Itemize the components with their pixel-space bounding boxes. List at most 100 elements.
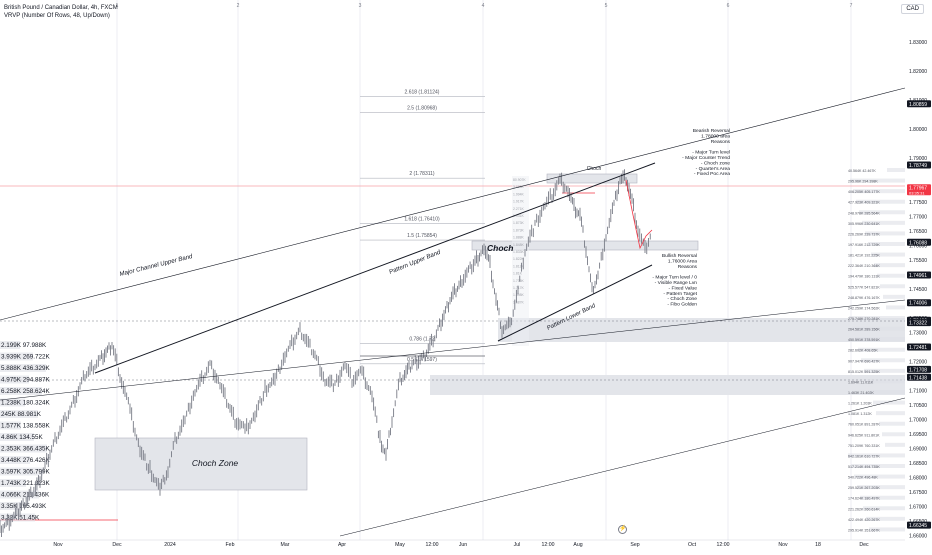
vp-bar	[860, 495, 905, 500]
bearish-note-line: - Major Turn level	[692, 150, 730, 156]
vp-label: 222.364K 210.364K	[848, 264, 880, 268]
vp-bar	[869, 527, 905, 532]
fib-label: 1.5 (1.75854)	[407, 233, 437, 239]
price-badge	[907, 299, 931, 307]
choch-label: Choch	[487, 243, 513, 253]
vp-bar	[859, 210, 905, 215]
vp-bar	[879, 421, 905, 426]
vp-label: 226.269K 239.737K	[848, 232, 880, 236]
vp-label: 946.625K 911.801K	[848, 433, 880, 437]
x-tick-label: Nov	[778, 542, 788, 548]
x-tick-label: 18	[815, 542, 821, 548]
choch-small-box	[546, 173, 638, 184]
vp-label-left: 3.32K 51.45K	[1, 515, 40, 522]
y-tick-label: 1.75500	[909, 258, 927, 264]
y-tick-label: 1.82000	[909, 69, 927, 75]
vp-label-left: 4.975K 294.887K	[1, 377, 50, 384]
y-tick-label: 1.69000	[909, 447, 927, 453]
x-tick-label: 12:00	[542, 542, 555, 548]
fib-label: 2.5 (1.80968)	[407, 106, 437, 112]
vp-label: 295.914K 351.667K	[848, 528, 880, 532]
choch-small-label: Choch	[587, 166, 602, 172]
y-tick-label: 1.70000	[909, 418, 927, 424]
price-badge-label: 1.74961	[909, 273, 927, 279]
currency-badge[interactable]: CAD	[901, 4, 924, 14]
y-tick-label: 1.77500	[909, 200, 927, 206]
y-axis: 1.830001.820001.810001.800001.790001.780…	[905, 0, 932, 540]
vp-label-left: 2.199K 97.988K	[1, 342, 47, 349]
price-badge	[907, 161, 931, 169]
vp-label-left: 1.743K 221.323K	[1, 480, 50, 487]
x-axis-bg	[0, 540, 932, 550]
vp-bar-left	[0, 352, 33, 361]
choch-upper-box	[471, 240, 699, 251]
vp-label: 248.879K 476.167K	[848, 296, 880, 300]
vp-bar	[887, 168, 905, 172]
vp-bar	[882, 432, 905, 437]
vp-bar	[880, 284, 905, 289]
vp-label-left: 3.939K 269.722K	[1, 354, 50, 361]
y-tick-label: 1.67000	[909, 505, 927, 511]
x-tick-label: Jun	[459, 542, 467, 548]
price-badge	[907, 373, 931, 381]
trendlines	[0, 87, 906, 537]
vp-bar	[854, 474, 905, 479]
vp-label: 305.996K 230.641K	[848, 222, 880, 226]
vp-label-left: 6.258K 258.624K	[1, 388, 50, 395]
vp-label-left: 245K 88.981K	[1, 411, 42, 418]
vp-label: 275.748K 270.281K	[848, 317, 880, 321]
vp-bar-left	[0, 433, 34, 441]
vp-label: 760.051K 891.287K	[848, 423, 880, 427]
price-badge-label: 1.80859	[909, 102, 927, 108]
pattern-lower-band-line	[497, 264, 653, 342]
countdown-label: 03:35:31	[909, 191, 925, 196]
vp-label: 197.916K 212.729K	[848, 243, 880, 247]
vp-bar	[853, 189, 905, 194]
vp-bar	[867, 379, 905, 384]
vp-bar	[886, 305, 905, 310]
symbol-title: British Pound / Canadian Dollar, 4h, FXC…	[4, 5, 118, 11]
price-badge	[907, 238, 931, 246]
price-badge	[907, 365, 931, 373]
price-badge-label: 1.77967	[909, 186, 927, 192]
vp-label: 517.214K 494.735K	[848, 465, 880, 469]
y-tick-label: 1.76500	[909, 229, 927, 235]
bearish-note-line: 1.78000 area	[701, 133, 730, 139]
vp-label-left: 4.86K 134.55K	[1, 434, 43, 441]
y-tick-label: 1.72000	[909, 359, 927, 365]
price-badge-label: 1.71708	[909, 367, 927, 373]
channel-mid-line	[0, 299, 906, 401]
volume-profile: 40.564K 42.467K 295.96K 294.398K 406.205K …	[0, 168, 905, 532]
vp-bar	[851, 464, 905, 468]
vp-bar-left	[0, 387, 42, 395]
x-tick-label: 12:00	[426, 542, 439, 548]
vp-bar	[874, 263, 905, 268]
y-tick-label: 1.68000	[909, 476, 927, 482]
bearish-note-line: Bearish Reversal	[693, 128, 730, 134]
vp-bar-left	[0, 479, 26, 487]
vp-bar	[885, 442, 905, 447]
vp-label-left: 3.448K 276.426K	[1, 457, 50, 464]
zones	[0, 173, 905, 521]
session-number: 2	[237, 3, 240, 9]
vp-label: 422.494K 420.267K	[848, 518, 880, 522]
vp-bar	[862, 220, 905, 225]
y-tick-label: 1.73000	[909, 330, 927, 336]
vp-bar-left	[0, 375, 29, 384]
y-tick-label: 1.74500	[909, 287, 927, 293]
vp-label: 40.564K 42.467K	[848, 169, 876, 173]
x-tick-label: Apr	[338, 542, 346, 548]
y-tick-label: 1.79000	[909, 156, 927, 162]
vp-bar	[856, 199, 905, 204]
vp-label: 259.521K 267.203K	[848, 486, 880, 490]
y-tick-label: 1.66000	[909, 534, 927, 540]
vp-bar-left	[0, 444, 47, 453]
x-axis: Nov Dec 2024 Feb Mar Apr May 12:00 Jun Jul 12:00 Au…	[0, 539, 932, 550]
lightning-icon[interactable]: ⚡	[618, 525, 627, 534]
vp-label: 525.577K 547.821K	[848, 285, 880, 289]
vp-bar	[855, 337, 905, 342]
vp-label: 1.694K 11.011K	[848, 380, 874, 384]
bullish-note-line: - Fibo Golden	[667, 302, 697, 308]
